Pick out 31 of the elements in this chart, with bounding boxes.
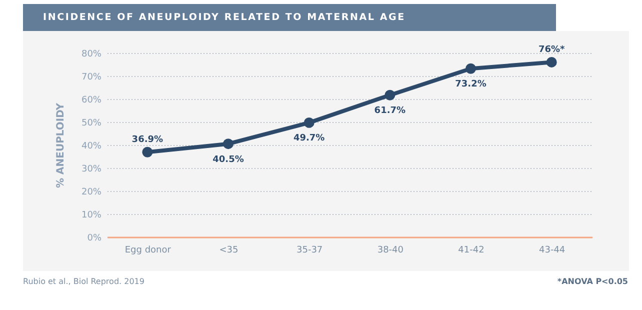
text: Rubio et al., Biol Reprod. 2019 <box>23 277 144 286</box>
x-tick-label: 41-42 <box>458 246 484 256</box>
data-label: 49.7% <box>293 134 325 144</box>
y-axis-title: % ANEUPLOIDY <box>55 102 66 188</box>
data-label: 40.5% <box>212 154 244 165</box>
y-tick-label: 30% <box>81 164 102 174</box>
data-label: 61.7% <box>374 106 406 116</box>
data-label: 36.9% <box>132 135 164 146</box>
point <box>304 117 314 128</box>
data-label: 73.2% <box>455 80 486 90</box>
y-tick-label: 20% <box>81 188 102 198</box>
chart-title: INCIDENCE OF ANEUPLOIDY RELATED TO MATERNAL AGE <box>23 4 556 31</box>
y-tick-label: 60% <box>81 96 102 106</box>
y-tick-label: 70% <box>81 72 102 82</box>
point <box>142 146 153 158</box>
y-tick-label: 80% <box>81 50 102 60</box>
x-tick-label: 43-44 <box>539 246 566 256</box>
x-tick-label: 38-40 <box>377 246 404 256</box>
y-tick-label: 50% <box>81 118 102 128</box>
x-tick-label: Egg donor <box>124 246 172 256</box>
text: *ANOVA P<0.05 <box>557 277 628 286</box>
point <box>223 138 234 150</box>
point <box>466 63 476 74</box>
point <box>384 90 396 100</box>
y-tick-label: 40% <box>81 142 102 152</box>
y-tick-label: 0% <box>87 234 102 244</box>
x-tick-label: <35 <box>219 246 238 256</box>
point <box>546 56 557 68</box>
y-tick-label: 10% <box>81 210 102 220</box>
data-label: 76%* <box>538 45 565 56</box>
x-tick-label: 35-37 <box>296 246 323 256</box>
